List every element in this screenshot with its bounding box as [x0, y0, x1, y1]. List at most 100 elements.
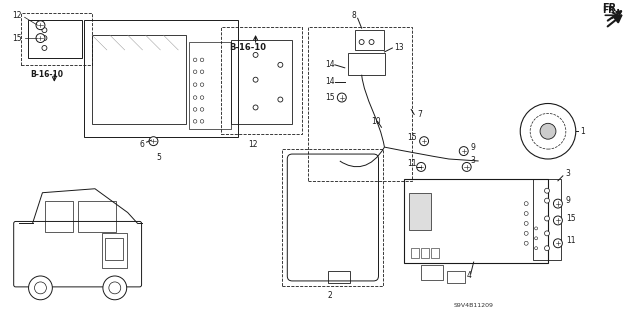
Circle shape [253, 77, 258, 82]
Text: 13: 13 [394, 43, 404, 53]
Circle shape [200, 70, 204, 74]
Circle shape [524, 202, 528, 205]
Text: 15: 15 [13, 33, 22, 42]
Circle shape [540, 123, 556, 139]
Bar [421, 248, 429, 258]
Bar [102, 234, 127, 268]
Circle shape [253, 52, 258, 57]
Bar [404, 179, 548, 263]
Bar [105, 238, 123, 260]
Bar [84, 20, 237, 137]
Circle shape [42, 28, 47, 33]
Text: 5: 5 [156, 152, 161, 161]
Circle shape [545, 198, 550, 203]
Bar [28, 20, 82, 58]
Bar [355, 30, 385, 50]
Bar [411, 248, 419, 258]
Text: 11: 11 [407, 160, 417, 168]
Bar [78, 201, 116, 232]
Circle shape [253, 105, 258, 110]
Bar [421, 265, 443, 280]
Circle shape [42, 46, 47, 50]
Circle shape [278, 62, 283, 67]
Bar [409, 193, 431, 230]
Circle shape [545, 216, 550, 221]
Circle shape [193, 58, 197, 62]
Circle shape [200, 58, 204, 62]
Text: 15: 15 [566, 214, 575, 223]
Circle shape [193, 120, 197, 123]
Circle shape [554, 239, 563, 248]
Circle shape [200, 120, 204, 123]
Circle shape [417, 162, 426, 171]
Circle shape [35, 282, 47, 294]
Circle shape [554, 216, 563, 225]
Circle shape [193, 108, 197, 111]
Text: 2: 2 [328, 291, 333, 300]
Text: FR.: FR. [602, 3, 621, 13]
Circle shape [193, 70, 197, 74]
Circle shape [524, 241, 528, 245]
Circle shape [193, 96, 197, 99]
Text: 8: 8 [352, 11, 356, 20]
Circle shape [200, 108, 204, 111]
Bar [45, 201, 73, 232]
Circle shape [42, 36, 47, 41]
Text: 4: 4 [467, 271, 472, 280]
Text: 14: 14 [325, 77, 335, 86]
Text: B-16-10: B-16-10 [229, 43, 266, 53]
Text: S9V4B11209: S9V4B11209 [454, 303, 494, 308]
Circle shape [200, 96, 204, 99]
Circle shape [36, 21, 45, 30]
Text: 11: 11 [566, 236, 575, 245]
Circle shape [103, 276, 127, 300]
Circle shape [534, 227, 538, 230]
Circle shape [337, 93, 346, 102]
Circle shape [534, 247, 538, 250]
Text: B-16-10: B-16-10 [31, 70, 63, 79]
Text: 1: 1 [580, 127, 584, 136]
Bar [533, 179, 561, 260]
Bar [231, 40, 292, 124]
Circle shape [193, 83, 197, 86]
Bar [348, 53, 385, 75]
Circle shape [524, 221, 528, 226]
Circle shape [278, 97, 283, 102]
Bar [92, 35, 186, 124]
Circle shape [462, 162, 471, 171]
Circle shape [369, 40, 374, 45]
Circle shape [200, 83, 204, 86]
Text: 15: 15 [407, 133, 417, 142]
Text: 15: 15 [325, 93, 335, 102]
Circle shape [545, 231, 550, 236]
Circle shape [524, 211, 528, 216]
Circle shape [534, 237, 538, 240]
Bar [328, 271, 349, 283]
Text: 10: 10 [372, 117, 381, 126]
Bar [282, 149, 383, 286]
Text: 3: 3 [566, 169, 571, 178]
Circle shape [36, 33, 45, 42]
Text: 12: 12 [248, 140, 258, 149]
Bar [308, 27, 412, 181]
Bar [431, 248, 439, 258]
Circle shape [460, 147, 468, 156]
Bar [189, 42, 231, 129]
Text: 14: 14 [325, 60, 335, 69]
Text: 6: 6 [140, 140, 145, 149]
Bar [447, 271, 465, 283]
Circle shape [149, 137, 158, 145]
Circle shape [359, 40, 364, 45]
Text: 12: 12 [13, 11, 22, 20]
Text: 9: 9 [470, 143, 476, 152]
Text: 7: 7 [417, 110, 422, 119]
Bar [221, 27, 302, 134]
Circle shape [29, 276, 52, 300]
Circle shape [109, 282, 121, 294]
Text: FR.: FR. [602, 6, 619, 15]
Text: 3: 3 [470, 157, 476, 166]
Circle shape [545, 188, 550, 193]
Text: 9: 9 [566, 196, 571, 205]
Circle shape [520, 103, 576, 159]
Circle shape [545, 246, 550, 251]
